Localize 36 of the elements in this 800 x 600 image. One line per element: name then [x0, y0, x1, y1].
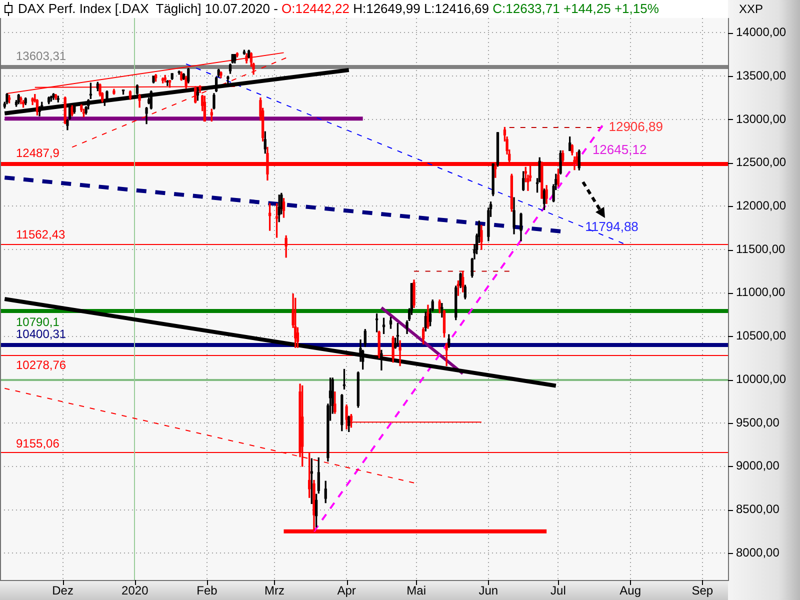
ref-line-label: 9155,06 [16, 436, 60, 450]
y-tick-label: 11000,00 [736, 285, 786, 300]
y-tick-label: 12000,00 [736, 198, 786, 213]
x-tick-label: Sep [692, 584, 714, 598]
y-tick-label: 9500,00 [736, 415, 780, 430]
annotation: 12645,12 [592, 142, 647, 157]
x-tick-label: Jul [550, 584, 566, 598]
y-tick-label: 13500,00 [736, 68, 786, 82]
ref-line-label: 10400,31 [16, 326, 66, 341]
y-tick-label: 14000,00 [736, 25, 786, 40]
ref-line-label: 12487,9 [16, 146, 60, 160]
x-tick-label: Jun [478, 584, 498, 598]
chart-title: DAX Perf. Index [.DAX Täglich] 10.07.2020 [18, 1, 270, 17]
y-tick-label: 12500,00 [736, 155, 786, 170]
annotation: 11794,88 [585, 219, 638, 234]
x-tick-label: Dez [52, 584, 74, 598]
annotation: 12906,89 [608, 119, 663, 134]
chart-subtitle: - O:12442,22 H:12649,99 L:12416,69 C:12633,71 +144,25 +1,15% [272, 1, 659, 17]
ref-line-label: 10790,1 [16, 315, 60, 330]
x-tick-label: Feb [196, 584, 218, 598]
ref-line-label: 10278,76 [16, 358, 66, 372]
ref-line-label: 11562,43 [16, 228, 66, 242]
y-tick-label: 8500,00 [736, 502, 780, 516]
x-tick-label: Apr [337, 584, 356, 598]
y-tick-label: 11500,00 [736, 242, 786, 256]
y-tick-label: 8000,00 [736, 545, 780, 560]
y-axis-title: XXP [739, 2, 764, 16]
x-tick-label: Mrz [264, 584, 284, 598]
ref-line-label: 13603,31 [16, 49, 66, 64]
y-tick-label: 10500,00 [736, 328, 786, 343]
y-tick-label: 10000,00 [736, 372, 786, 386]
x-tick-label: 2020 [122, 584, 149, 598]
x-tick-label: Mai [406, 584, 426, 598]
y-tick-label: 9000,00 [736, 458, 780, 473]
x-tick-label: Aug [620, 584, 641, 598]
y-tick-label: 13000,00 [736, 112, 786, 126]
